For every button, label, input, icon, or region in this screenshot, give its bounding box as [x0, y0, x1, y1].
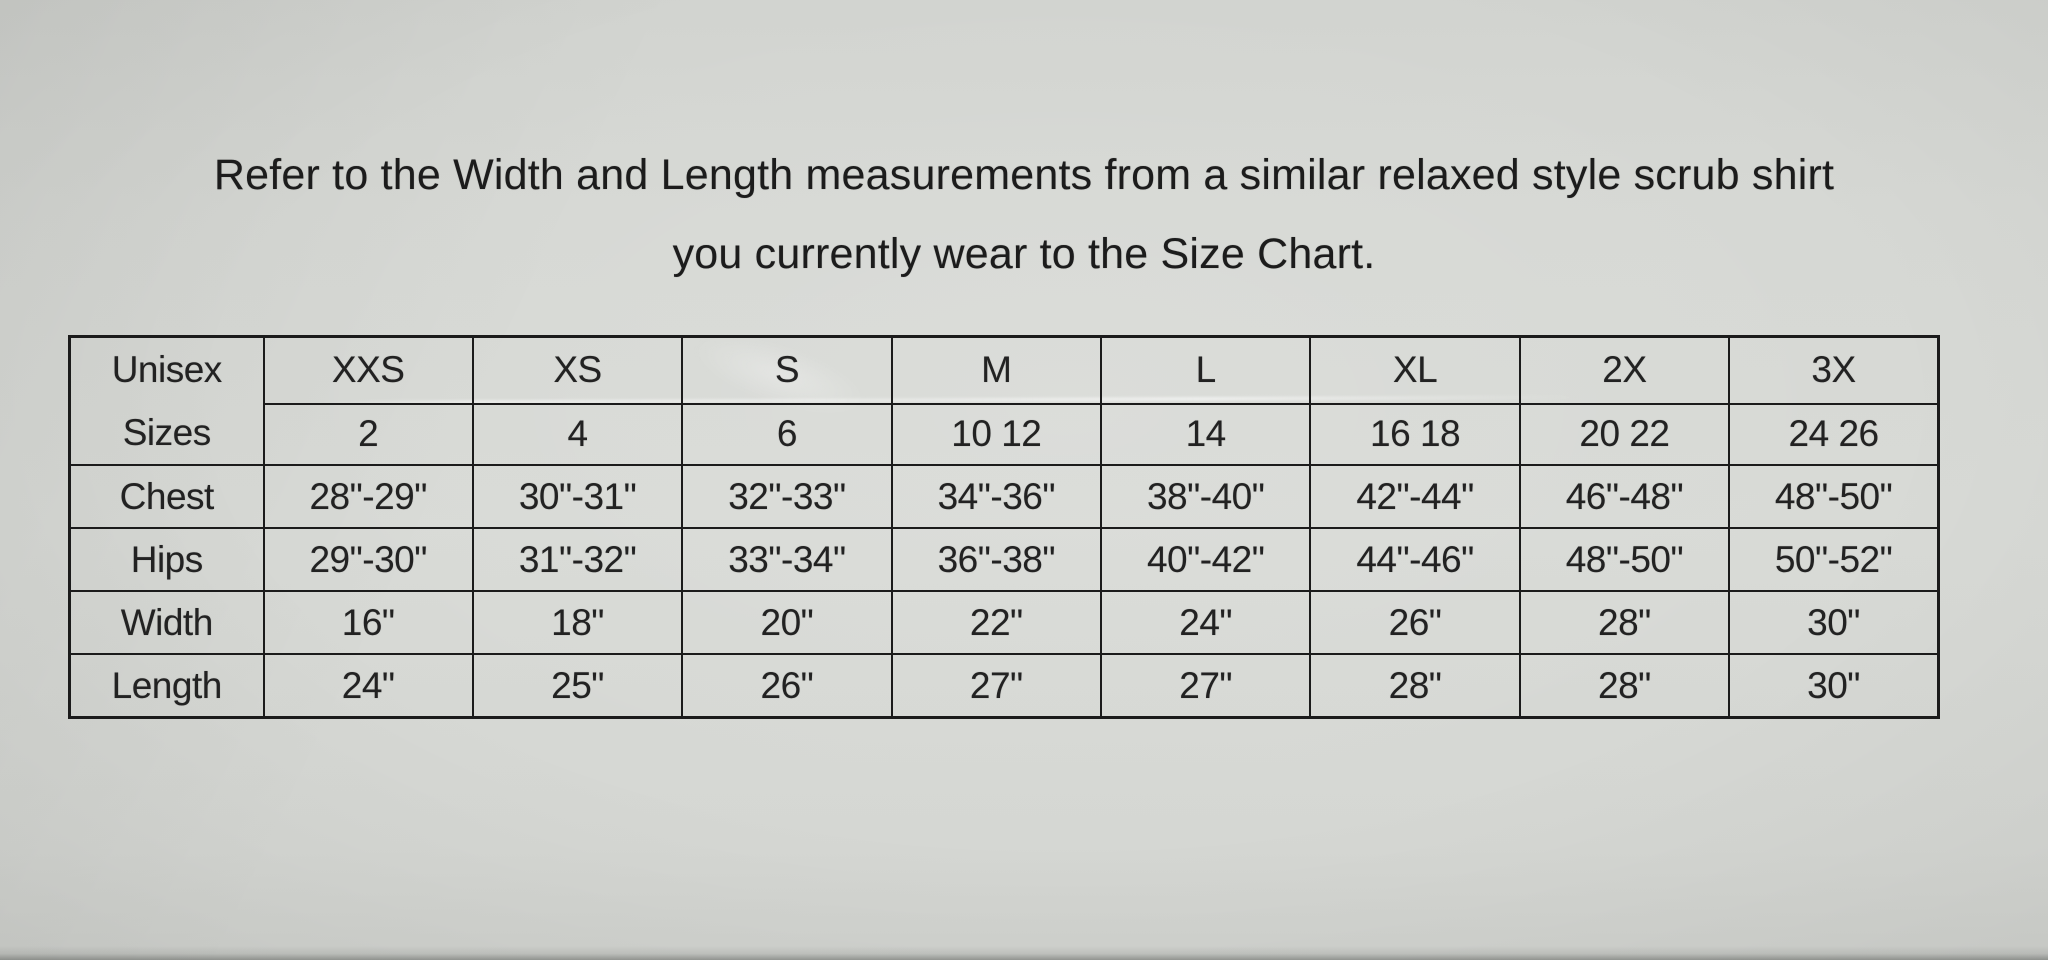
width-value-cell: 26" [1309, 590, 1521, 655]
size-header-2x: 2X [1518, 335, 1731, 405]
hips-value-cell: 36"-38" [890, 527, 1103, 592]
corner-label-unisex: Unisex [111, 348, 223, 390]
instructions-line-2: you currently wear to the Size Chart. [672, 230, 1376, 278]
numeric-size-cell: 24 26 [1728, 402, 1940, 467]
chest-value-cell: 30"-31" [471, 464, 684, 529]
numeric-size-cell: 6 [681, 402, 893, 467]
hips-value-cell: 31"-32" [471, 527, 684, 592]
size-header-s: S [681, 335, 893, 405]
hips-value-cell: 29"-30" [262, 527, 474, 592]
table-row-length: Length 24" 25" 26" 27" 27" 28" 28" 30" [68, 653, 1940, 719]
paper-bottom-edge-shadow [0, 946, 2048, 960]
numeric-size-cell: 10 12 [890, 402, 1103, 467]
chest-value-cell: 42"-44" [1309, 464, 1521, 529]
length-value-cell: 28" [1309, 653, 1521, 719]
row-label-length: Length [68, 653, 265, 719]
width-value-cell: 18" [471, 590, 684, 655]
size-header-m: M [890, 335, 1103, 405]
length-value-cell: 27" [1099, 653, 1312, 719]
length-value-cell: 24" [262, 653, 474, 719]
size-header-xxs: XXS [262, 335, 474, 405]
size-header-xl: XL [1309, 335, 1521, 405]
chest-value-cell: 34"-36" [890, 464, 1103, 529]
hips-value-cell: 50"-52" [1728, 527, 1940, 592]
width-value-cell: 28" [1518, 590, 1731, 655]
row-label-hips: Hips [68, 527, 265, 592]
hips-value-cell: 48"-50" [1518, 527, 1731, 592]
numeric-size-cell: 4 [471, 402, 684, 467]
hips-value-cell: 40"-42" [1099, 527, 1312, 592]
table-row-numeric-sizes: 2 4 6 10 12 14 16 18 20 22 24 26 [70, 402, 1940, 467]
table-row-size-headers: Unisex Sizes XXS XS S M L XL 2X 3X [68, 335, 1940, 466]
numeric-size-cell: 20 22 [1518, 402, 1731, 467]
length-value-cell: 25" [471, 653, 684, 719]
width-value-cell: 20" [681, 590, 893, 655]
size-header-l: L [1099, 335, 1312, 405]
chest-value-cell: 28"-29" [262, 464, 474, 529]
corner-cell-unisex-sizes: Unisex Sizes [68, 335, 265, 466]
numeric-size-cell: 14 [1099, 402, 1312, 467]
chest-value-cell: 38"-40" [1099, 464, 1312, 529]
size-header-xs: XS [471, 335, 684, 405]
hips-value-cell: 33"-34" [681, 527, 893, 592]
width-value-cell: 16" [262, 590, 474, 655]
size-chart-table: Unisex Sizes XXS XS S M L XL 2X 3X 2 4 6… [68, 335, 1940, 719]
row-label-width: Width [68, 590, 265, 655]
length-value-cell: 30" [1728, 653, 1940, 719]
size-chart-instructions: Refer to the Width and Length measuremen… [0, 136, 2048, 294]
length-value-cell: 28" [1518, 653, 1731, 719]
table-row-chest: Chest 28"-29" 30"-31" 32"-33" 34"-36" 38… [68, 464, 1940, 529]
width-value-cell: 30" [1728, 590, 1940, 655]
width-value-cell: 22" [890, 590, 1103, 655]
table-row-width: Width 16" 18" 20" 22" 24" 26" 28" 30" [68, 590, 1940, 655]
row-label-chest: Chest [68, 464, 265, 529]
chest-value-cell: 32"-33" [681, 464, 893, 529]
size-header-3x: 3X [1728, 335, 1940, 405]
length-value-cell: 26" [681, 653, 893, 719]
table-row-hips: Hips 29"-30" 31"-32" 33"-34" 36"-38" 40"… [68, 527, 1940, 592]
chest-value-cell: 48"-50" [1728, 464, 1940, 529]
length-value-cell: 27" [890, 653, 1103, 719]
numeric-size-cell: 2 [262, 402, 474, 467]
corner-label-sizes: Sizes [122, 411, 211, 453]
numeric-size-cell: 16 18 [1309, 402, 1521, 467]
hips-value-cell: 44"-46" [1309, 527, 1521, 592]
instructions-line-1: Refer to the Width and Length measuremen… [213, 151, 1835, 199]
chest-value-cell: 46"-48" [1518, 464, 1731, 529]
width-value-cell: 24" [1099, 590, 1312, 655]
